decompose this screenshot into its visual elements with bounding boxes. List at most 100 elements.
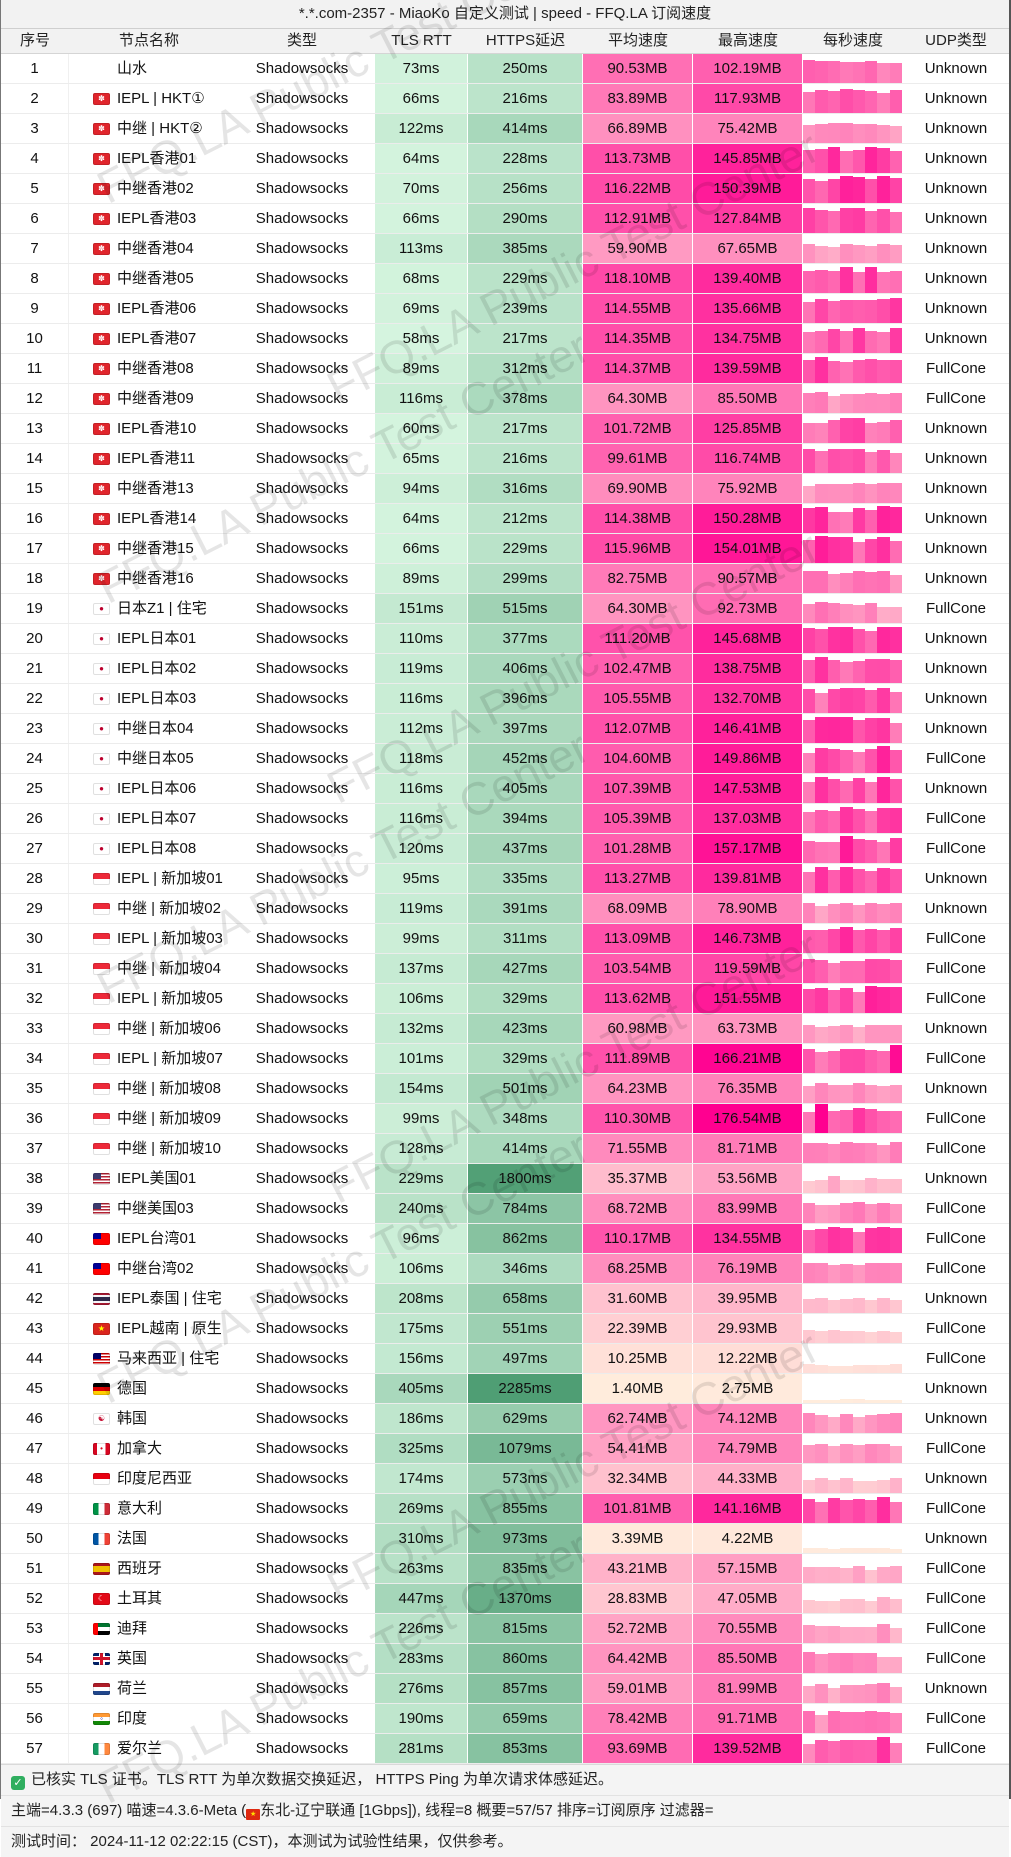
it-flag-icon: [93, 1502, 110, 1515]
speed-bar: [864, 1626, 878, 1643]
speed-bar: [827, 90, 841, 113]
table-row: 17 ✽ 中继香港15 Shadowsocks 66ms 229ms 115.9…: [1, 534, 1009, 564]
speed-bar: [877, 393, 890, 413]
cell-udp-type: Unknown: [924, 570, 988, 587]
cell-udp-type: FullCone: [925, 990, 987, 1007]
node-name-label: IEPL日本02: [117, 660, 197, 677]
cell-tls-rtt: 69ms: [375, 294, 468, 323]
cell-name: IEPL泰国 | 住宅: [69, 1284, 229, 1313]
cell-https-latency: 515ms: [468, 594, 583, 623]
cell-name: ◦ 印度: [69, 1704, 229, 1733]
cell-type: Shadowsocks: [255, 120, 349, 137]
table-row: 21 ● IEPL日本02 Shadowsocks 119ms 406ms 10…: [1, 654, 1009, 684]
cell-no: 21: [1, 654, 69, 683]
cell-avg-speed: 99.61MB: [583, 444, 693, 473]
col-header-node-name: 节点名称: [118, 32, 179, 49]
cell-https-latency: 784ms: [468, 1194, 583, 1223]
speed-bar: [815, 506, 828, 533]
table-header: 序号 节点名称 类型 TLS RTT HTTPS延迟 平均速度 最高速度 每秒速…: [1, 29, 1009, 54]
speed-bar: [840, 1444, 853, 1463]
cell-type: Shadowsocks: [255, 1740, 349, 1757]
sg-flag-icon: [93, 992, 110, 1005]
cell-https-latency: 312ms: [468, 354, 583, 383]
speed-bar: [877, 1497, 890, 1523]
cell-speed-bars: [803, 894, 903, 923]
speed-bar: [815, 1684, 828, 1703]
speed-bar: [840, 418, 853, 443]
cell-speed-bars: [803, 414, 903, 443]
cell-udp-type: FullCone: [925, 1260, 987, 1277]
table-row: 34 IEPL | 新加坡07 Shadowsocks 101ms 329ms …: [1, 1044, 1009, 1074]
speed-bar: [864, 1300, 878, 1313]
cell-https-latency: 217ms: [468, 414, 583, 443]
node-name-label: 迪拜: [117, 1620, 148, 1637]
cell-tls-rtt: 447ms: [375, 1584, 468, 1613]
cell-name: ● 中继日本04: [69, 714, 229, 743]
cell-https-latency: 855ms: [468, 1494, 583, 1523]
cell-no: 50: [1, 1524, 69, 1553]
speed-bar: [852, 869, 865, 893]
cell-no: 12: [1, 384, 69, 413]
cell-type: Shadowsocks: [255, 690, 349, 707]
speed-bar: [877, 1365, 890, 1373]
cell-speed-bars: [803, 84, 903, 113]
speed-bar: [889, 869, 902, 893]
cell-name: 迪拜: [69, 1614, 229, 1643]
cell-no: 14: [1, 444, 69, 473]
speed-bar: [852, 752, 865, 773]
cell-no: 8: [1, 264, 69, 293]
speed-bar: [827, 1050, 841, 1073]
speed-bar: [852, 507, 865, 533]
cell-max-speed: 75.42MB: [693, 114, 803, 143]
cell-max-speed: 139.59MB: [693, 354, 803, 383]
speed-bar: [815, 60, 828, 83]
cell-no: 2: [1, 84, 69, 113]
in-flag-icon: ◦: [93, 1712, 110, 1725]
cell-max-speed: 75.92MB: [693, 474, 803, 503]
speed-bar: [815, 1501, 828, 1523]
speed-bar: [840, 1739, 853, 1763]
speed-bar: [815, 423, 828, 443]
cell-no: 32: [1, 984, 69, 1013]
cell-no: 31: [1, 954, 69, 983]
sg-flag-icon: [93, 932, 110, 945]
table-row: 45 德国 Shadowsocks 405ms 2285ms 1.40MB 2.…: [1, 1374, 1009, 1404]
cell-tls-rtt: 64ms: [375, 144, 468, 173]
cell-no: 41: [1, 1254, 69, 1283]
speed-bar: [815, 1364, 828, 1373]
cell-type: Shadowsocks: [255, 1200, 349, 1217]
cell-https-latency: 378ms: [468, 384, 583, 413]
speed-bar: [877, 1050, 890, 1073]
cell-avg-speed: 59.90MB: [583, 234, 693, 263]
cell-type: Shadowsocks: [255, 540, 349, 557]
speed-bar: [852, 1599, 865, 1613]
cell-udp-type: Unknown: [924, 90, 988, 107]
speed-bar: [803, 1263, 816, 1283]
speed-bar: [864, 1740, 878, 1763]
speed-bar: [864, 631, 878, 653]
speed-bar: [840, 244, 853, 263]
speed-bar: [852, 904, 865, 923]
node-name-label: 中继美国03: [117, 1200, 194, 1217]
speed-bar: [840, 867, 853, 893]
speed-bar: [877, 1399, 890, 1403]
cell-speed-bars: [803, 1734, 903, 1763]
cell-udp-type: FullCone: [925, 1620, 987, 1637]
speed-bar: [840, 89, 853, 113]
tr-flag-icon: ☾: [93, 1592, 110, 1605]
table-row: 1 山水 Shadowsocks 73ms 250ms 90.53MB 102.…: [1, 54, 1009, 84]
speed-bar: [815, 1331, 828, 1343]
cell-max-speed: 145.68MB: [693, 624, 803, 653]
speed-bar: [889, 1477, 902, 1493]
cell-udp-type: Unknown: [924, 1380, 988, 1397]
cell-avg-speed: 10.25MB: [583, 1344, 693, 1373]
speed-bar: [877, 1024, 890, 1043]
speed-bar: [815, 357, 828, 383]
speed-bar: [889, 506, 902, 533]
speed-bar: [852, 1445, 865, 1463]
node-name-label: IEPL | HKT①: [117, 90, 205, 107]
cell-max-speed: 116.74MB: [693, 444, 803, 473]
cell-speed-bars: [803, 294, 903, 323]
speed-bar: [889, 1085, 902, 1103]
speed-bar: [864, 902, 878, 923]
